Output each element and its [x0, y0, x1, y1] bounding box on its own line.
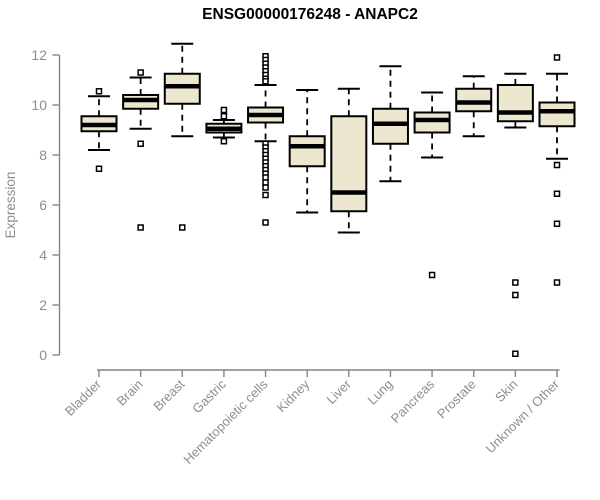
x-tick-label: Lung — [365, 377, 396, 408]
outlier-bladder — [95, 165, 103, 172]
boxplot-series — [80, 42, 576, 357]
outlier-hematopoietic-cells — [262, 184, 269, 191]
outlier-hematopoietic-cells — [262, 78, 269, 85]
x-tick-label: Brain — [114, 377, 146, 409]
y-tick-label: 12 — [31, 47, 47, 63]
box-unknown-other — [538, 101, 576, 128]
box-kidney — [288, 135, 326, 168]
outlier-skin — [512, 279, 519, 286]
outlier-brain — [137, 69, 144, 76]
outlier-brain — [137, 140, 144, 147]
x-tick-label: Skin — [492, 377, 520, 405]
outlier-bladder — [95, 88, 103, 95]
outlier-gastric — [220, 113, 228, 120]
outlier-breast — [179, 224, 186, 231]
outlier-brain — [137, 224, 144, 231]
box-skin — [496, 84, 534, 123]
outlier-hematopoietic-cells — [262, 191, 269, 199]
outlier-unknown-other — [553, 54, 561, 61]
box-lung — [371, 107, 409, 145]
box-pancreas — [413, 111, 451, 134]
y-tick-label: 8 — [39, 147, 47, 163]
x-tick-label: Prostate — [434, 377, 479, 422]
x-tick-label: Unknown / Other — [483, 376, 563, 456]
outlier-unknown-other — [553, 220, 561, 227]
outlier-gastric — [220, 106, 228, 114]
outlier-hematopoietic-cells — [262, 219, 269, 226]
y-tick-label: 0 — [39, 347, 47, 363]
x-tick-label: Liver — [323, 376, 354, 407]
y-tick-label: 2 — [39, 297, 47, 313]
x-tick-label: Breast — [150, 376, 187, 413]
outlier-unknown-other — [553, 161, 561, 169]
outlier-unknown-other — [553, 279, 561, 286]
x-tick-label: Gastric — [189, 376, 229, 416]
x-tick-label: Kidney — [274, 376, 313, 415]
y-tick-label: 6 — [39, 197, 47, 213]
box-breast — [163, 72, 201, 105]
outlier-gastric — [220, 138, 228, 145]
box-prostate — [455, 87, 493, 113]
x-tick-label: Bladder — [62, 376, 105, 419]
outlier-unknown-other — [553, 190, 561, 197]
x-tick-label: Pancreas — [388, 376, 438, 426]
y-axis-label: Expression — [3, 172, 18, 239]
outlier-skin — [512, 291, 519, 299]
y-tick-label: 10 — [31, 97, 47, 113]
outlier-skin — [512, 350, 519, 357]
box-liver — [330, 115, 368, 213]
y-tick-label: 4 — [39, 247, 47, 263]
outlier-pancreas — [428, 271, 436, 279]
chart-title: ENSG00000176248 - ANAPC2 — [202, 6, 418, 23]
